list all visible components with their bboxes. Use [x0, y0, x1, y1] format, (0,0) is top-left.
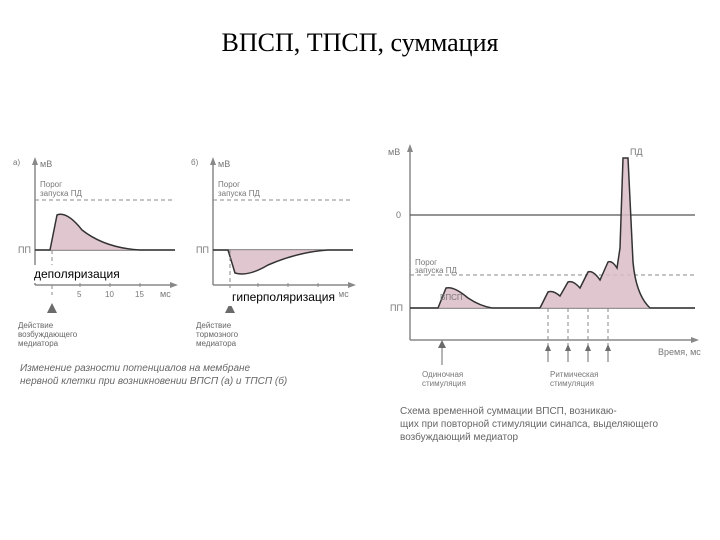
- svg-text:10: 10: [105, 290, 114, 299]
- svg-text:ПП: ПП: [18, 245, 31, 255]
- svg-text:мс: мс: [160, 289, 171, 299]
- panel-a-below: Действиевозбуждающегомедиатора: [18, 322, 77, 348]
- threshold-label2: запуска ПД: [40, 189, 82, 198]
- svg-text:ПП: ПП: [196, 245, 209, 255]
- svg-text:Порог: Порог: [218, 180, 240, 189]
- panel-b-marker: б): [191, 158, 199, 167]
- svg-text:мВ: мВ: [40, 159, 52, 169]
- panel-a-marker: а): [13, 158, 20, 167]
- svg-text:0: 0: [396, 210, 401, 220]
- svg-text:мВ: мВ: [388, 147, 400, 157]
- svg-text:запуска ПД: запуска ПД: [415, 266, 457, 275]
- svg-text:5: 5: [77, 290, 82, 299]
- svg-text:запуска ПД: запуска ПД: [218, 189, 260, 198]
- annotation-hyper: гиперполяризация: [228, 288, 339, 306]
- caption-left: Изменение разности потенциалов на мембра…: [20, 362, 360, 388]
- svg-text:ВПСП: ВПСП: [440, 293, 463, 302]
- svg-text:Одиночная: Одиночная: [422, 370, 463, 379]
- annotation-depol: деполяризация: [30, 265, 124, 283]
- svg-text:Ритмическая: Ритмическая: [550, 370, 599, 379]
- svg-text:Время, мс: Время, мс: [658, 347, 701, 357]
- svg-text:стимуляция: стимуляция: [422, 379, 466, 388]
- svg-text:мВ: мВ: [218, 159, 230, 169]
- threshold-label: Порог: [40, 180, 62, 189]
- panel-b-below: Действиетормозногомедиатора: [196, 322, 238, 348]
- panel-a: а) мВ мс Порог запуска ПД ПП 5 10 15: [10, 155, 185, 325]
- svg-text:ПД: ПД: [630, 147, 643, 157]
- caption-right: Схема временной суммации ВПСП, возникаю-…: [400, 405, 710, 444]
- page-title: ВПСП, ТПСП, суммация: [0, 28, 720, 58]
- panel-c: мВ Время, мс 0 Порог запуска ПД ПП ПД ВП…: [380, 140, 710, 400]
- svg-text:ПП: ПП: [390, 303, 403, 313]
- svg-text:стимуляция: стимуляция: [550, 379, 594, 388]
- svg-text:мс: мс: [338, 289, 349, 299]
- svg-text:15: 15: [135, 290, 144, 299]
